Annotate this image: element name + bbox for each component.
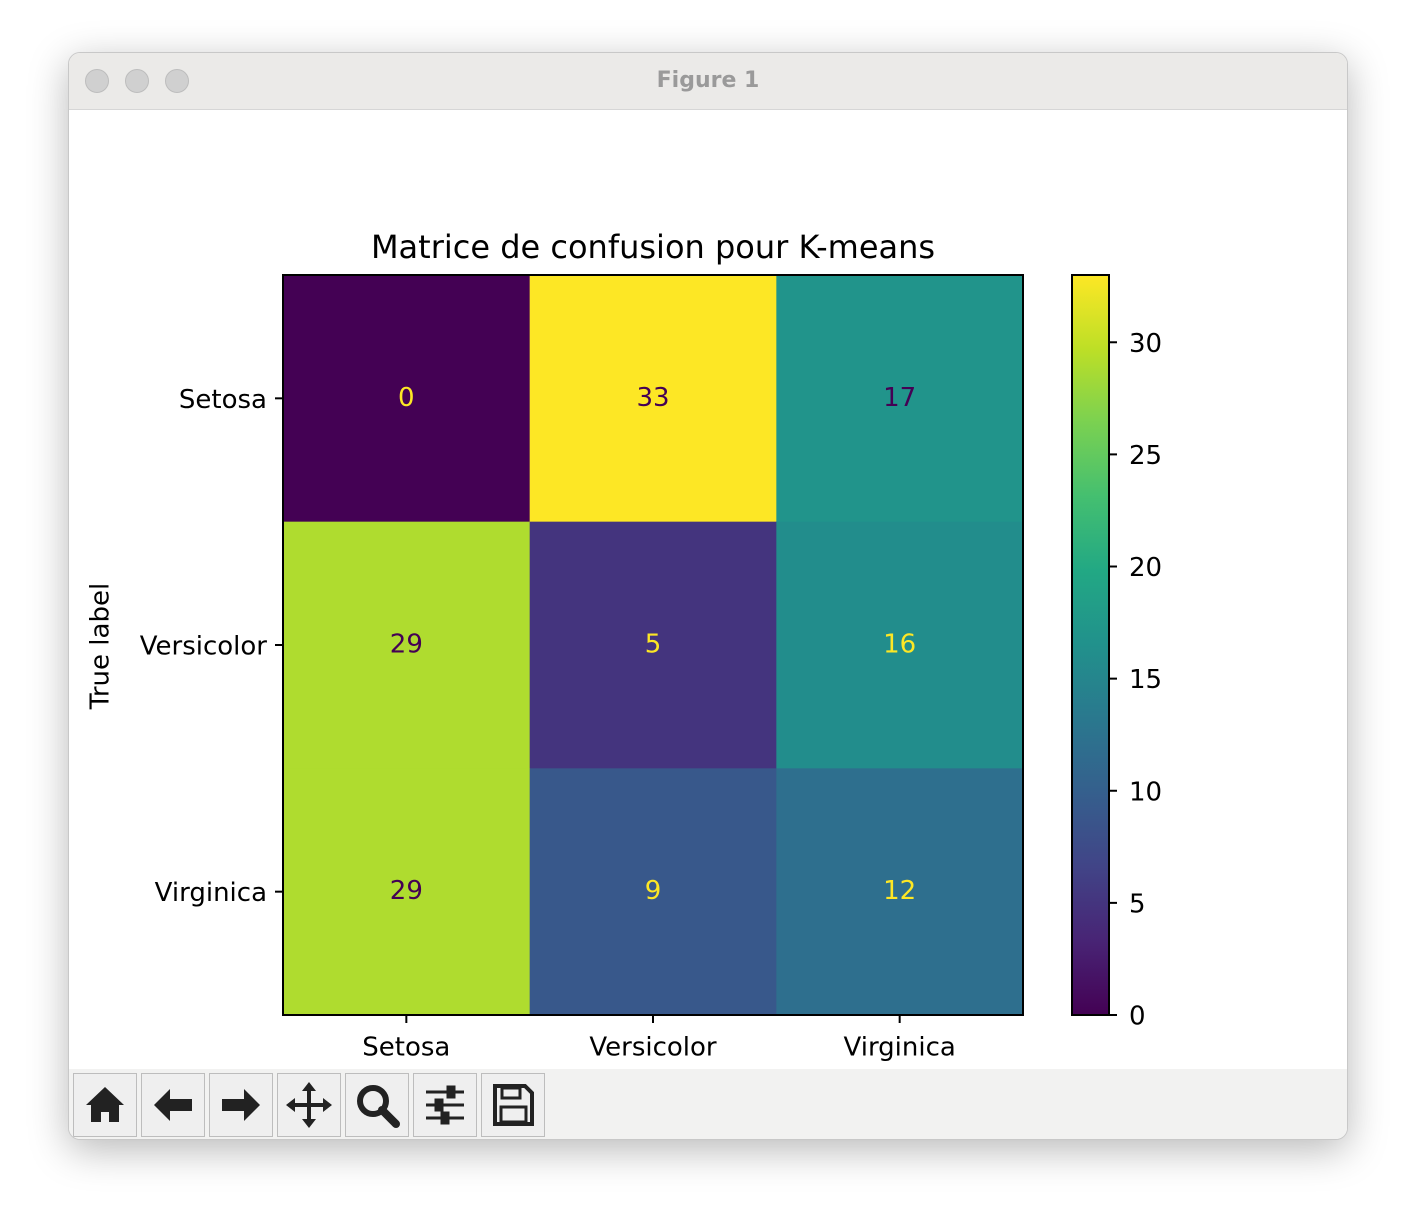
cell-value-label: 33 [636, 383, 669, 413]
heatmap-cell [283, 275, 531, 523]
cell-value-label: 0 [398, 383, 415, 413]
toolbar [69, 1069, 1347, 1139]
window-title: Figure 1 [656, 68, 760, 93]
heatmap-cell [776, 275, 1024, 523]
chart-title: Matrice de confusion pour K-means [371, 228, 935, 266]
cell-value-label: 17 [883, 383, 916, 413]
heatmap-cell [776, 768, 1024, 1016]
heatmap-cell [529, 275, 777, 523]
home-button[interactable] [73, 1073, 137, 1137]
title-bar: Figure 1 [69, 53, 1347, 110]
configure-button[interactable] [413, 1073, 477, 1137]
colorbar-tick-label: 25 [1129, 441, 1162, 471]
chart: Matrice de confusion pour K-means Predic… [86, 228, 1163, 1063]
y-tick-label: Setosa [179, 385, 267, 415]
heatmap-cell [283, 768, 531, 1016]
colorbar-tick-label: 30 [1129, 329, 1162, 359]
x-tick-label: Virginica [844, 1033, 956, 1063]
forward-button[interactable] [209, 1073, 273, 1137]
cell-value-label: 12 [883, 876, 916, 906]
x-tick-label: Setosa [362, 1033, 450, 1063]
colorbar-tick-label: 0 [1129, 1002, 1146, 1032]
x-tick-label: Versicolor [589, 1033, 717, 1063]
minimize-button[interactable] [125, 69, 149, 93]
save-button[interactable] [481, 1073, 545, 1137]
window: Figure 1 Matrice de confusion pour K-mea… [68, 52, 1348, 1140]
heatmap-cell [776, 521, 1024, 769]
y-axis-label: True label [86, 583, 116, 710]
cell-value-label: 29 [390, 876, 423, 906]
y-tick-label: Virginica [155, 878, 267, 908]
cell-value-label: 5 [645, 630, 662, 660]
cell-value-label: 16 [883, 630, 916, 660]
y-tick-label: Versicolor [140, 632, 268, 662]
cell-value-label: 29 [390, 630, 423, 660]
back-button[interactable] [141, 1073, 205, 1137]
colorbar-tick-label: 20 [1129, 553, 1162, 583]
heatmap-cell [529, 521, 777, 769]
heatmap-cell [283, 521, 531, 769]
colorbar-tick-label: 15 [1129, 665, 1162, 695]
zoom-button[interactable] [165, 69, 189, 93]
colorbar-tick-label: 5 [1129, 889, 1146, 919]
heatmap-cell [529, 768, 777, 1016]
colorbar-tick-label: 10 [1129, 777, 1162, 807]
pan-button[interactable] [277, 1073, 341, 1137]
colorbar [1071, 274, 1110, 1016]
close-button[interactable] [85, 69, 109, 93]
cell-value-label: 9 [645, 876, 662, 906]
zoom-tool-button[interactable] [345, 1073, 409, 1137]
